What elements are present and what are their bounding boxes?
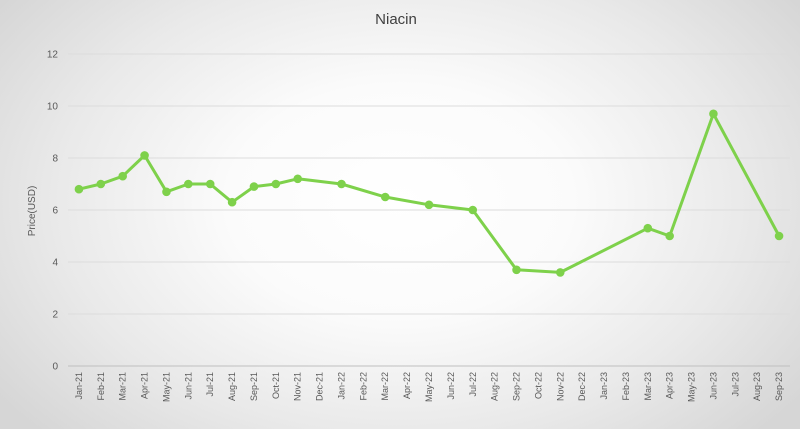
data-point — [140, 151, 149, 160]
data-point — [271, 179, 281, 189]
data-point — [205, 179, 215, 189]
data-point — [512, 265, 521, 275]
x-tick-label: Feb-21 — [96, 372, 106, 401]
x-tick-label: Feb-23 — [621, 372, 631, 401]
x-tick-label: May-23 — [687, 372, 697, 402]
data-point — [380, 192, 390, 202]
data-point — [184, 179, 193, 189]
x-tick-label: Sep-23 — [774, 372, 784, 401]
data-point — [643, 223, 653, 233]
data-point — [227, 197, 237, 207]
x-tick-label: Jul-23 — [730, 372, 740, 397]
x-tick-label: Sep-21 — [249, 372, 259, 401]
x-tick-label: Aug-22 — [490, 372, 500, 401]
x-tick-label: Jul-22 — [468, 372, 478, 397]
x-tick-label: Aug-21 — [227, 372, 237, 401]
x-tick-label: Mar-22 — [380, 372, 390, 401]
x-tick-label: Apr-21 — [140, 372, 150, 399]
x-tick-label: Apr-23 — [665, 372, 675, 399]
x-tick-label: Aug-23 — [752, 372, 762, 401]
y-tick-label: 0 — [52, 362, 58, 373]
x-tick-label: Apr-22 — [402, 372, 412, 399]
x-tick-label: May-21 — [161, 372, 171, 402]
chart-title: Niacin — [375, 11, 417, 28]
data-point — [162, 187, 171, 197]
x-tick-label: Jun-21 — [183, 372, 193, 400]
x-tick-label: Nov-21 — [293, 372, 303, 401]
y-tick-label: 10 — [47, 102, 59, 113]
y-axis-ticks: 0 2 4 6 8 10 12 — [47, 50, 59, 373]
x-tick-label: Mar-21 — [118, 372, 128, 401]
y-tick-label: 12 — [47, 50, 59, 61]
y-tick-label: 2 — [52, 310, 58, 321]
x-tick-label: Dec-22 — [577, 372, 587, 401]
x-tick-label: May-22 — [424, 372, 434, 402]
data-point — [774, 231, 784, 241]
x-tick-label: Jan-23 — [599, 372, 609, 400]
x-tick-label: Feb-22 — [358, 372, 368, 401]
gridlines — [68, 53, 790, 367]
x-axis-ticks: Jan-21 Feb-21 Mar-21 Apr-21 May-21 Jun-21 Jul-… — [74, 372, 784, 402]
data-point — [665, 231, 674, 241]
data-point — [424, 200, 434, 210]
x-tick-label: Oct-22 — [533, 372, 543, 399]
y-tick-label: 6 — [52, 206, 58, 217]
x-tick-label: Jun-22 — [446, 372, 456, 400]
y-tick-label: 8 — [52, 154, 58, 165]
series-niacin — [74, 109, 784, 277]
x-tick-label: Jan-22 — [336, 372, 346, 400]
data-point — [74, 184, 84, 194]
x-tick-label: Dec-21 — [315, 372, 325, 401]
data-point — [249, 182, 259, 191]
x-tick-label: Mar-23 — [643, 372, 653, 401]
x-tick-label: Jul-21 — [205, 372, 215, 397]
data-point — [118, 171, 127, 181]
data-point — [96, 179, 106, 189]
data-point — [709, 109, 718, 119]
data-point — [468, 205, 478, 215]
data-point — [555, 268, 565, 277]
x-tick-label: Nov-22 — [555, 372, 565, 401]
y-axis-title: Price(USD) — [27, 186, 38, 237]
x-tick-label: Jan-21 — [74, 372, 84, 400]
data-point — [337, 179, 346, 189]
data-point — [293, 174, 303, 184]
x-tick-label: Oct-21 — [271, 372, 281, 399]
y-tick-label: 4 — [52, 258, 58, 269]
x-tick-label: Sep-22 — [512, 372, 522, 401]
x-tick-label: Jun-23 — [708, 372, 718, 400]
series-line — [78, 112, 781, 274]
